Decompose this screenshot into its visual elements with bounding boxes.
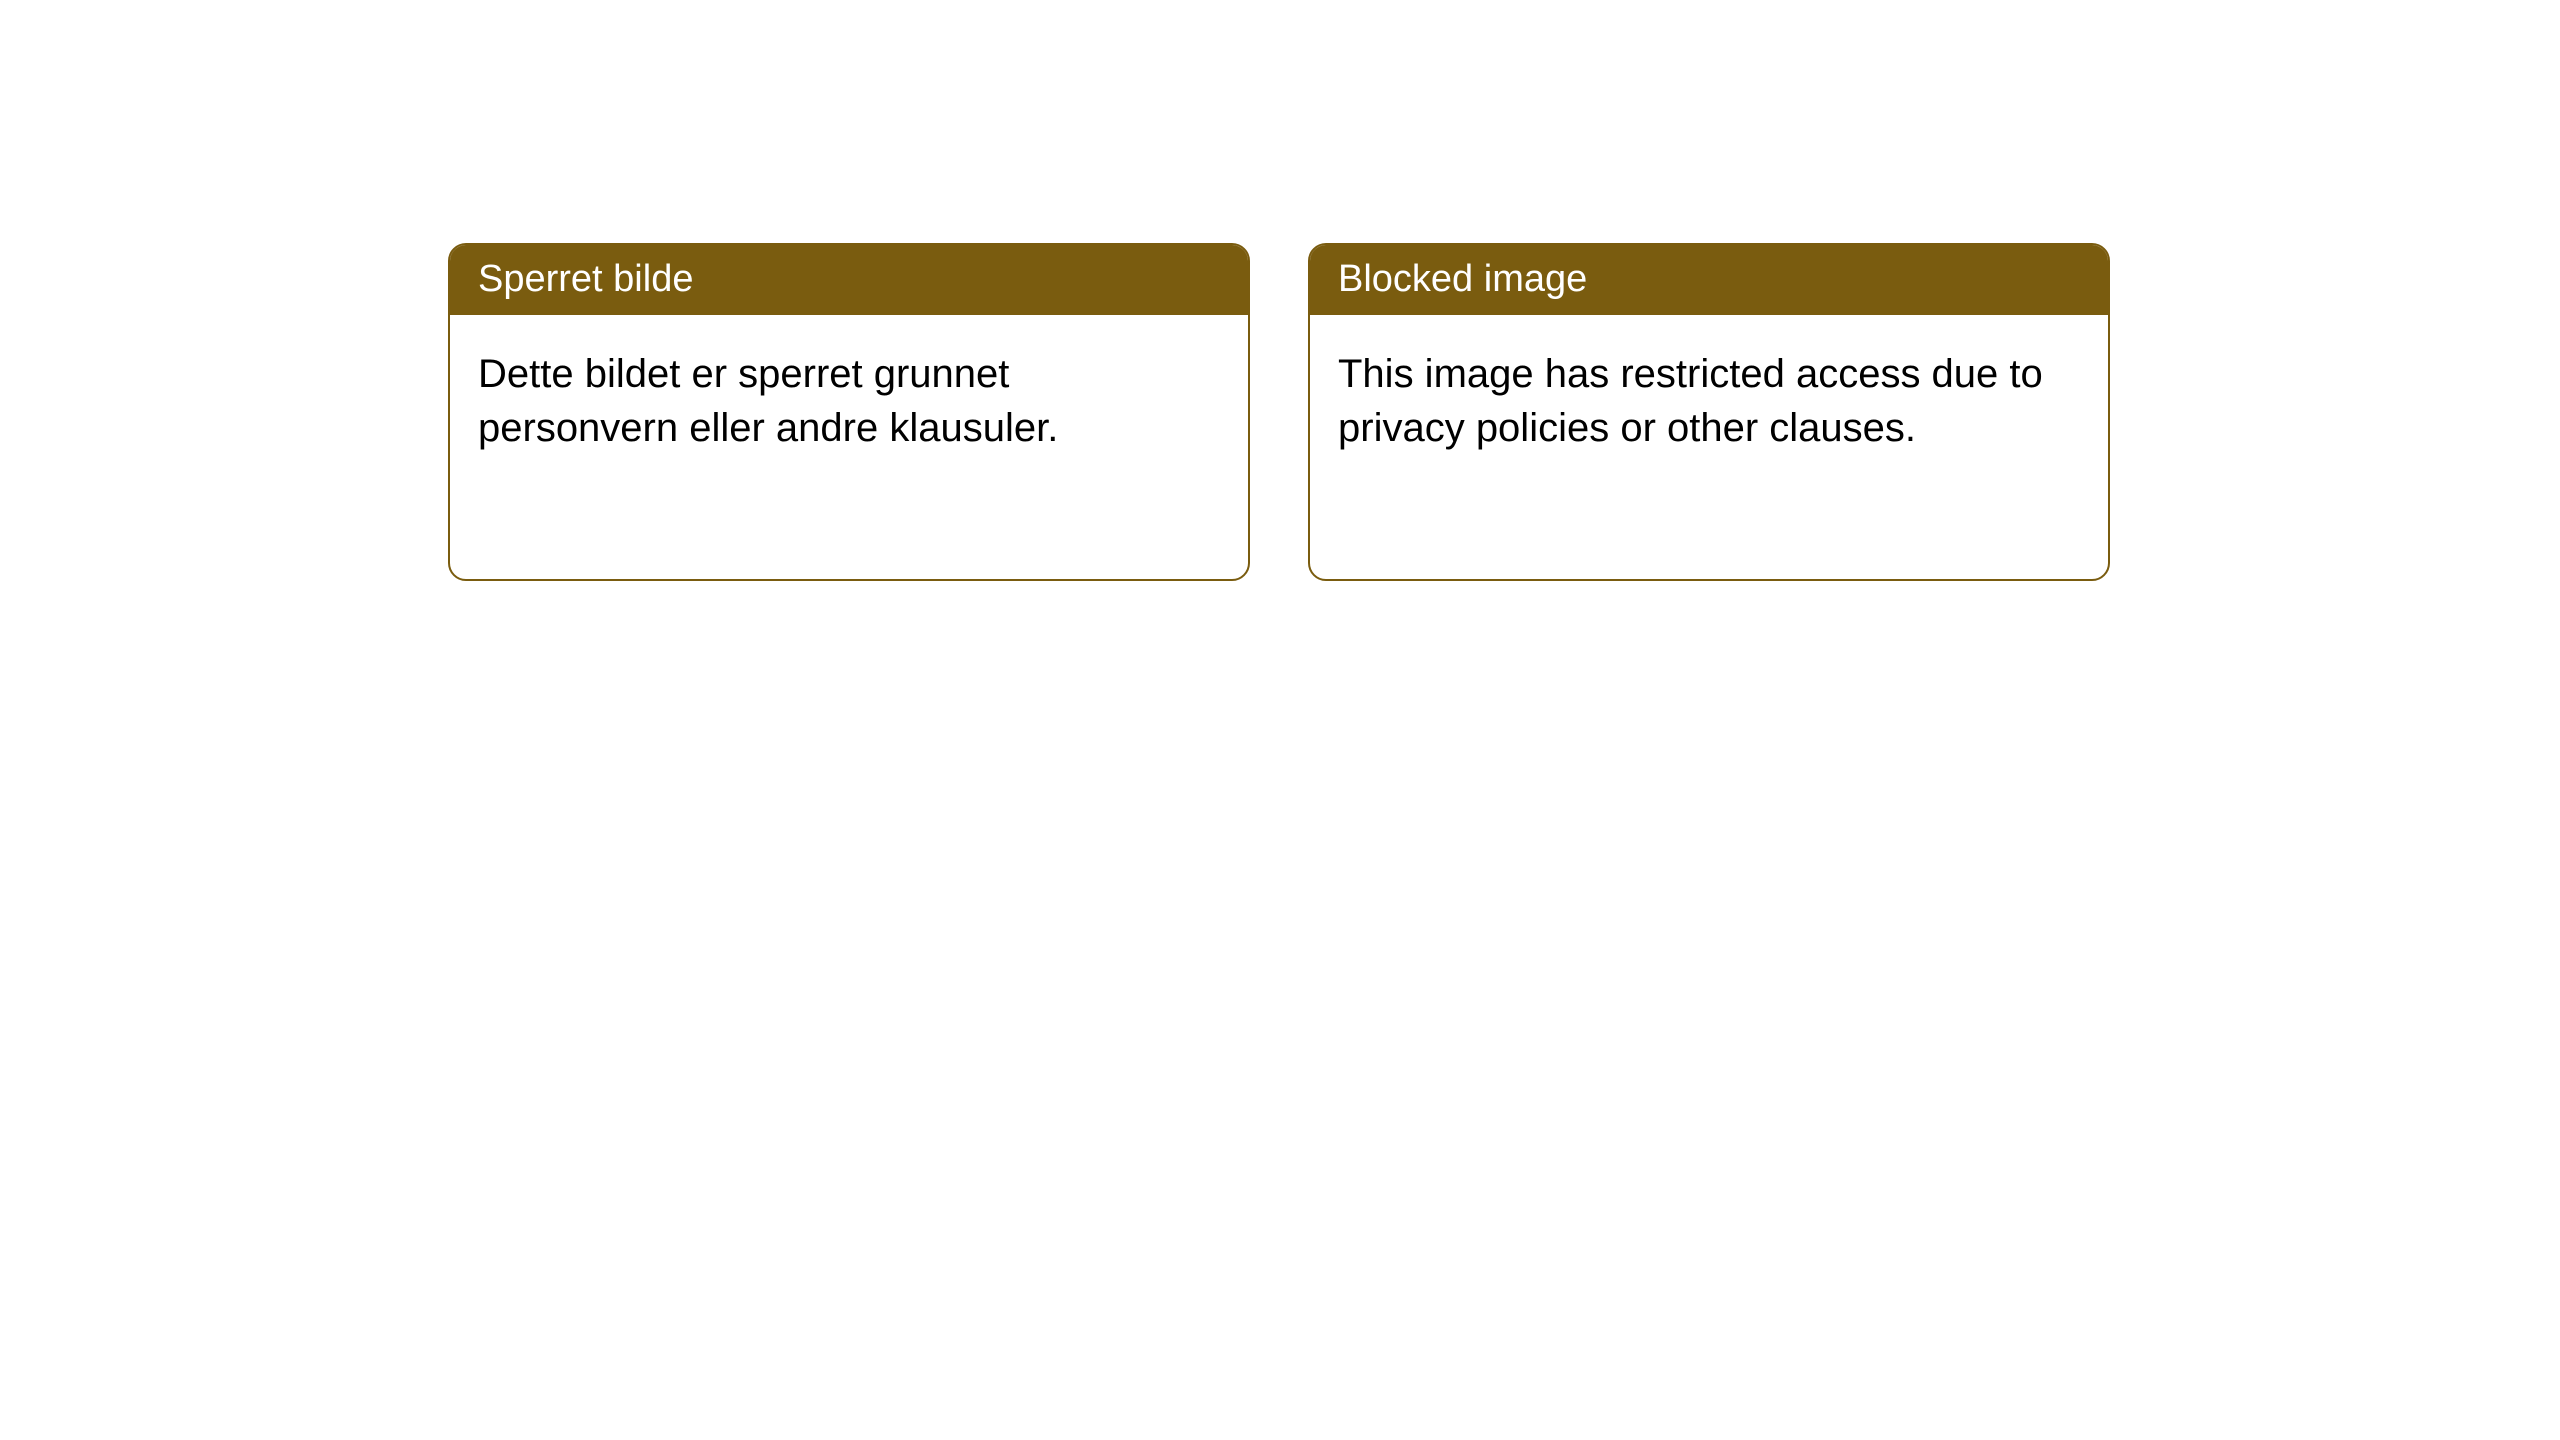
card-title: Sperret bilde bbox=[478, 258, 693, 300]
card-header: Sperret bilde bbox=[450, 245, 1248, 315]
card-body-text: Dette bildet er sperret grunnet personve… bbox=[478, 352, 1058, 450]
card-body: Dette bildet er sperret grunnet personve… bbox=[450, 315, 1248, 487]
blocked-image-card-en: Blocked image This image has restricted … bbox=[1308, 243, 2110, 581]
card-body-text: This image has restricted access due to … bbox=[1338, 352, 2043, 450]
card-body: This image has restricted access due to … bbox=[1310, 315, 2108, 487]
card-title: Blocked image bbox=[1338, 258, 1587, 300]
blocked-image-card-no: Sperret bilde Dette bildet er sperret gr… bbox=[448, 243, 1250, 581]
card-header: Blocked image bbox=[1310, 245, 2108, 315]
cards-container: Sperret bilde Dette bildet er sperret gr… bbox=[448, 243, 2110, 581]
